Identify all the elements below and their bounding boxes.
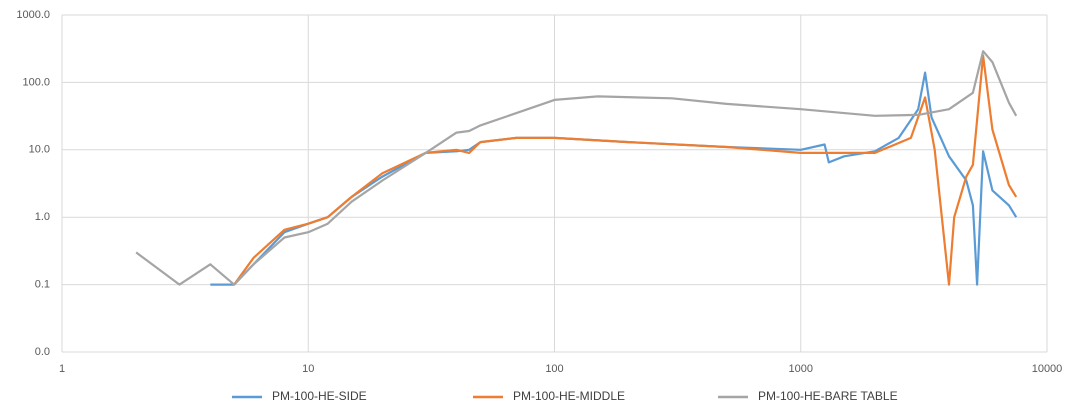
y-tick-label: 0.1 [35, 279, 50, 291]
x-tick-label: 1000 [789, 363, 813, 375]
series-line [233, 54, 1018, 286]
y-tick-label: 10.0 [29, 144, 50, 156]
x-tick-label: 1 [59, 363, 65, 375]
y-tick-label: 1.0 [35, 211, 50, 223]
series-line [135, 50, 1018, 286]
x-tick-label: 100 [545, 363, 563, 375]
y-tick-label: 100.0 [22, 76, 50, 88]
y-tick-label: 1000.0 [16, 9, 50, 21]
x-tick-label: 10 [302, 363, 314, 375]
legend-label: PM-100-HE-SIDE [272, 389, 367, 403]
y-tick-label: 0.0 [35, 346, 50, 358]
series-line [210, 71, 1018, 286]
legend-label: PM-100-HE-BARE TABLE [758, 389, 898, 403]
x-tick-label: 10000 [1032, 363, 1063, 375]
legend-label: PM-100-HE-MIDDLE [513, 389, 625, 403]
